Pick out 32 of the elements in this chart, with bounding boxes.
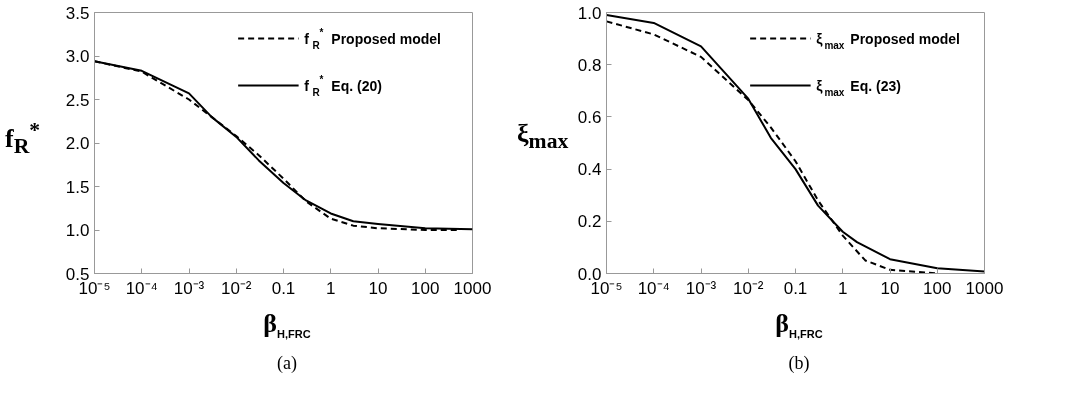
- x-tick-label: 1000: [453, 278, 492, 298]
- x-tick-label: 0.1: [783, 278, 808, 298]
- x-tick-label: 10⁻⁴: [637, 278, 670, 298]
- x-tick-label: 10⁻³: [685, 278, 717, 298]
- x-tick-label: 10⁻²: [732, 278, 764, 298]
- x-tick-label: 10: [368, 278, 388, 298]
- y-tick-label: 0.2: [577, 212, 602, 232]
- x-tick-label: 0.1: [271, 278, 296, 298]
- text: (a): [276, 352, 298, 375]
- y-tick-label: 1.0: [577, 3, 602, 23]
- x-tick-label: 10⁻³: [173, 278, 205, 298]
- y-tick-label: 1.5: [65, 177, 90, 197]
- x-tick-label: 10⁻²: [220, 278, 252, 298]
- y-tick-label: 3.0: [65, 47, 90, 66]
- x-tick-label: 100: [923, 278, 952, 298]
- y-tick-label: 1.0: [65, 221, 90, 240]
- y-tick-label: 0.4: [577, 160, 602, 180]
- x-tick-label: 10: [880, 278, 900, 298]
- x-tick-label: 10⁻⁴: [125, 278, 158, 298]
- x-tick-label: 1: [326, 278, 336, 298]
- x-tick-label: 100: [411, 278, 440, 298]
- y-axis-title: ξ$_{max}$: [517, 118, 569, 156]
- x-tick-label: 1000: [965, 278, 1004, 298]
- y-tick-label: 3.5: [65, 3, 90, 23]
- text: (b): [787, 352, 811, 375]
- y-tick-label: 2.5: [65, 90, 90, 110]
- y-tick-label: 0.6: [577, 107, 602, 127]
- x-tick-label: 1: [838, 278, 848, 298]
- y-tick-label: 0.8: [577, 55, 602, 75]
- x-axis-title: β$_{H,FRC}$: [774, 308, 824, 343]
- y-tick-label: 2.0: [65, 134, 90, 153]
- x-axis-title: β$_{H,FRC}$: [262, 308, 312, 343]
